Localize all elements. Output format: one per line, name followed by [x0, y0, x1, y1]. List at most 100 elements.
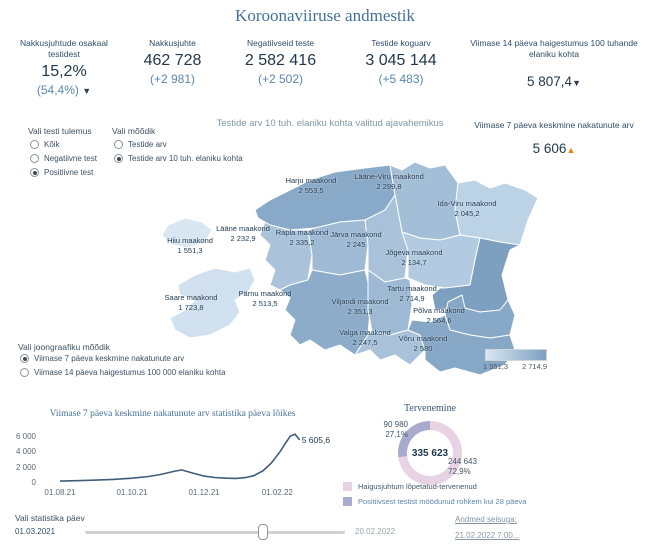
- x-axis-tick: 01.12.21: [188, 488, 220, 497]
- kpi-sub-value: (+2 981): [149, 72, 196, 86]
- kpi-7day-average: Viimase 7 päeva keskmine nakatunute arv …: [468, 120, 640, 156]
- trend-up-icon: ▲: [566, 145, 576, 155]
- radio-icon[interactable]: [114, 140, 123, 149]
- radio-label: Testide arv 10 tuh. elaniku kohta: [128, 154, 243, 163]
- region-jarva[interactable]: [364, 194, 409, 283]
- map-legend-max: 2 714,9: [522, 362, 548, 371]
- map-label-jogeva: Jõgeva maakond 2 134,7: [385, 248, 443, 267]
- y-axis-tick: 2 000: [15, 462, 36, 472]
- filter-line-metric-label: Vali joongraafiku mõõdik: [18, 342, 110, 352]
- radio-icon[interactable]: [30, 140, 39, 149]
- radio-testide-arv[interactable]: Testide arv: [114, 140, 167, 149]
- kpi-total-tests: Testide koguarv 3 045 144 (+5 483): [345, 38, 457, 86]
- region-rapla[interactable]: [307, 219, 369, 276]
- donut-legend-28days: Positiivsest testist möödunud rohkem kui…: [343, 497, 526, 506]
- date-slider-handle[interactable]: [258, 524, 268, 540]
- radio-koik[interactable]: Kõik: [30, 140, 60, 149]
- region-saare[interactable]: [169, 267, 256, 339]
- page-title: Koroonaviiruse andmestik: [235, 6, 415, 25]
- legend-label: Haigusjuhtum lõpetatud-tervenenud: [358, 482, 477, 491]
- map-label-viljandi: Viljandi maakond 2 351,3: [331, 297, 389, 316]
- estonia-map: [161, 161, 539, 376]
- radio-positiivne-test[interactable]: Positiivne test: [30, 168, 93, 177]
- map-label-tartu: Tartu maakond 2 714,9: [387, 284, 437, 303]
- donut-center-total: 335 623: [407, 430, 453, 476]
- line-end-value-label: 5 605,6: [301, 434, 331, 445]
- radio-testide-arv-10tuh[interactable]: Testide arv 10 tuh. elaniku kohta: [114, 154, 243, 163]
- kpi-label: Viimase 14 päeva haigestumus 100 tuhande…: [470, 38, 638, 59]
- map-label-hiiu: Hiiu maakond 1 551,3: [167, 236, 213, 255]
- radio-14day-incidence[interactable]: Viimase 14 päeva haigestumus 100 000 ela…: [20, 368, 226, 377]
- line-chart-canvas: [59, 433, 301, 482]
- region-valga[interactable]: [354, 329, 426, 366]
- radio-label: Testide arv: [128, 140, 167, 149]
- slider-start-date: 01.03.2021: [15, 527, 56, 536]
- kpi-14day-incidence: Viimase 14 päeva haigestumus 100 tuhande…: [468, 38, 640, 89]
- legend-swatch-purple: [343, 497, 352, 506]
- line-chart-title: Viimase 7 päeva keskmine nakatunute arv …: [49, 409, 296, 419]
- filter-metric-label: Vali mõõdik: [112, 126, 156, 136]
- slider-label: Vali statistika päev: [15, 513, 85, 523]
- kpi-sub-value: (+2 502): [257, 72, 304, 86]
- donut-label-28days: 90 980 27,1%: [383, 420, 408, 439]
- legend-label: Positiivsest testist möödunud rohkem kui…: [358, 497, 527, 506]
- radio-label: Viimase 7 päeva keskmine nakatunute arv: [34, 354, 185, 363]
- line-series: [59, 433, 301, 482]
- radio-icon[interactable]: [20, 368, 29, 377]
- donut-chart[interactable]: 335 623: [398, 421, 462, 485]
- donut-label-recovered: 244 643 72,9%: [448, 457, 477, 476]
- kpi-value: 15,2%: [41, 63, 87, 80]
- donut-title: Tervenemine: [403, 403, 457, 414]
- x-axis-tick: 01.02.22: [261, 488, 293, 497]
- radio-icon[interactable]: [30, 154, 39, 163]
- radio-icon-selected[interactable]: [20, 354, 29, 363]
- date-slider-track[interactable]: [85, 531, 345, 534]
- map-legend-min: 1 551,3: [483, 362, 509, 371]
- kpi-label: Viimase 7 päeva keskmine nakatunute arv: [474, 120, 634, 130]
- kpi-value: 462 728: [143, 52, 202, 69]
- radio-label: Kõik: [44, 140, 60, 149]
- kpi-label: Nakkusjuhtude osakaal testidest: [20, 38, 108, 59]
- region-parnu[interactable]: [279, 269, 371, 356]
- radio-icon-selected[interactable]: [114, 154, 123, 163]
- trend-down-icon: ▼: [82, 86, 92, 96]
- map-label-valga: Valga maakond 2 247,5: [339, 328, 391, 347]
- kpi-label: Negatiivseid teste: [246, 38, 315, 48]
- radio-label: Viimase 14 päeva haigestumus 100 000 ela…: [34, 368, 226, 377]
- map-legend-gradient: [485, 349, 547, 361]
- kpi-negative-tests: Negatiivseid teste 2 582 416 (+2 502): [228, 38, 333, 86]
- region-hiiu[interactable]: [161, 217, 213, 249]
- y-axis-tick: 4 000: [15, 447, 36, 457]
- map-label-laane-viru: Lääne-Viru maakond 2 299,8: [354, 172, 424, 191]
- trend-down-icon: ▼: [572, 78, 581, 88]
- y-axis-tick: 0: [31, 478, 36, 487]
- data-as-of-timestamp[interactable]: 21.02.2022 7:00...: [455, 531, 520, 540]
- radio-label: Negatiivne test: [44, 154, 97, 163]
- map-label-harju: Harju maakond 2 553,5: [285, 176, 337, 195]
- kpi-sub-value: (54,4%): [36, 83, 79, 97]
- radio-icon-selected[interactable]: [30, 168, 39, 177]
- map-label-rapla: Rapla maakond 2 335,2: [275, 228, 329, 247]
- data-as-of-link[interactable]: Andmed seisuga:: [455, 515, 517, 524]
- line-chart[interactable]: 0 2 000 4 000 6 000 01.08.21 01.10.21 01.12.21…: [2, 425, 347, 505]
- x-axis-tick: 01.08.21: [44, 488, 76, 497]
- radio-7day-average[interactable]: Viimase 7 päeva keskmine nakatunute arv: [20, 354, 184, 363]
- slider-end-date: 20.02.2022: [355, 527, 396, 536]
- legend-swatch-pink: [343, 482, 352, 491]
- kpi-value: 3 045 144: [365, 52, 437, 69]
- kpi-sub-value: (+5 483): [378, 72, 424, 86]
- kpi-cases: Nakkusjuhte 462 728 (+2 981): [125, 38, 220, 86]
- map-label-voru: Võru maakond 2 580: [398, 334, 448, 353]
- radio-negatiivne-test[interactable]: Negatiivne test: [30, 154, 97, 163]
- kpi-value: 5 606: [532, 141, 567, 156]
- kpi-label: Nakkusjuhte: [149, 38, 196, 48]
- filter-test-result-label: Vali testi tulemus: [28, 126, 92, 136]
- map-label-ida-viru: Ida-Viru maakond 2 045,2: [437, 199, 497, 218]
- kpi-label: Testide koguarv: [371, 38, 431, 48]
- map-label-saare: Saare maakond 1 723,8: [164, 293, 218, 312]
- kpi-value: 5 807,4: [527, 74, 573, 89]
- map-label-parnu: Pärnu maakond 2 513,5: [238, 289, 292, 308]
- map-label-laane: Lääne maakond 2 232,9: [216, 224, 270, 243]
- map-label-jarva: Järva maakond 2 245: [330, 230, 382, 249]
